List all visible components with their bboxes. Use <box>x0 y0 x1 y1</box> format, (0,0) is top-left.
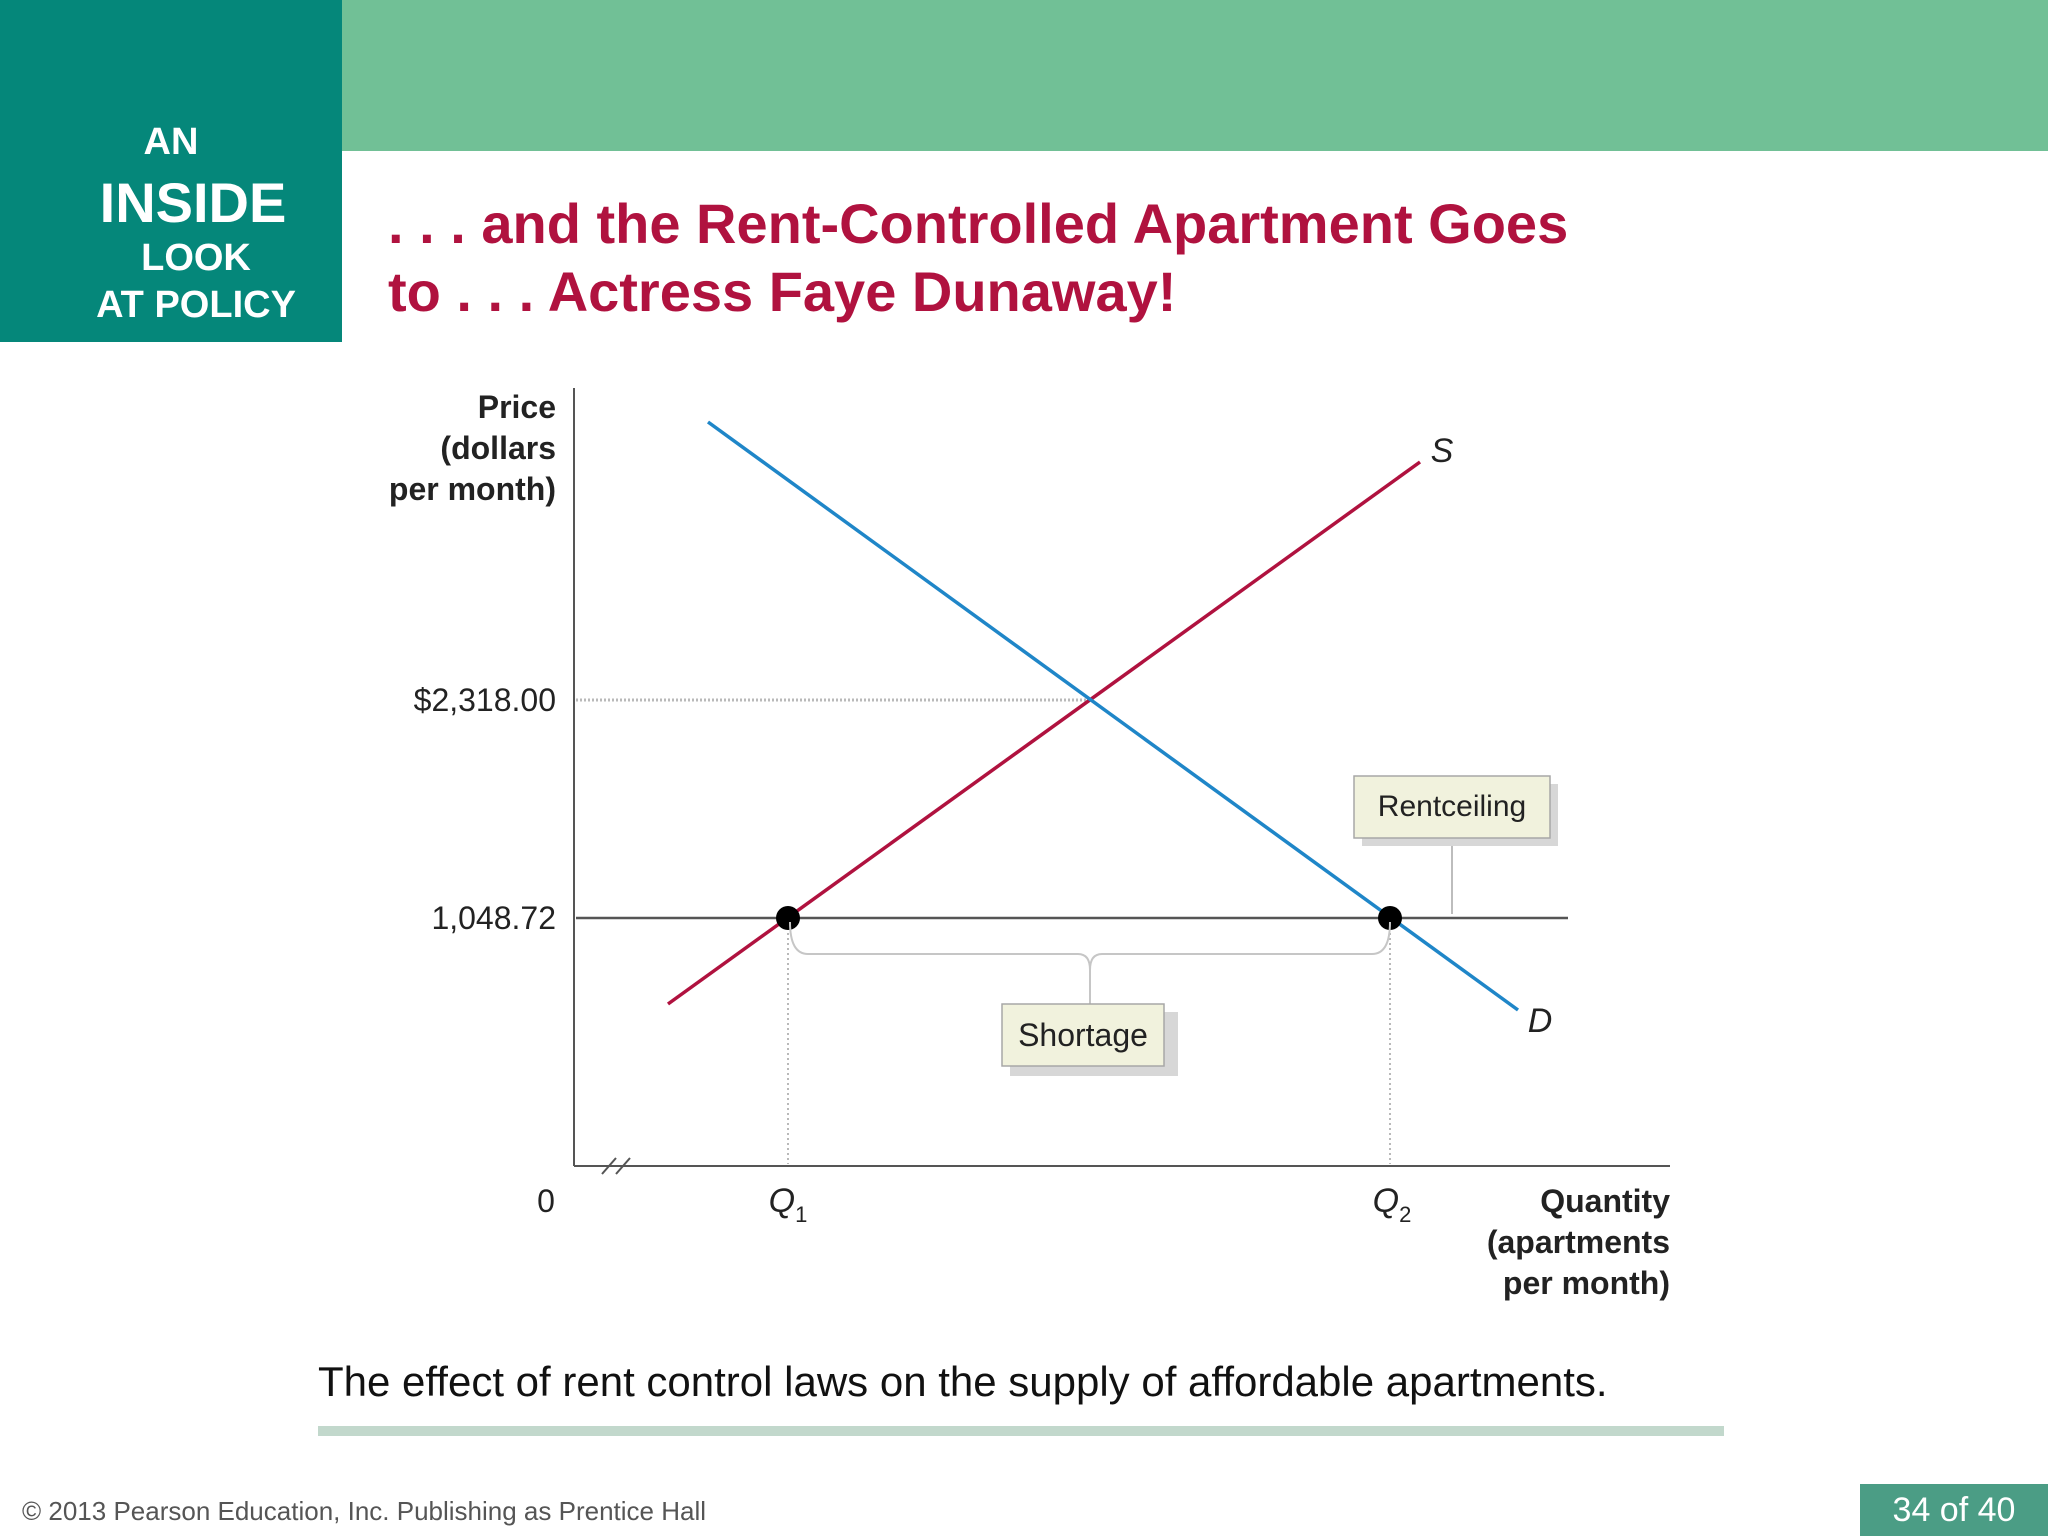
q2-point <box>1378 906 1402 930</box>
title-line-2: to . . . Actress Faye Dunaway! <box>388 260 1177 323</box>
slide-title: . . . and the Rent-Controlled Apartment … <box>388 190 1948 326</box>
y-axis-label-line-2: (dollars <box>440 430 556 466</box>
x-axis-label-line-2: (apartments <box>1487 1224 1670 1260</box>
rent-ceiling-label: Rentceiling <box>1378 790 1526 823</box>
x-axis-label-line-1: Quantity <box>1540 1183 1670 1219</box>
title-line-1: . . . and the Rent-Controlled Apartment … <box>388 192 1569 255</box>
shortage-callout: Shortage <box>1001 1003 1178 1076</box>
y-axis-label-line-3: per month) <box>389 471 556 507</box>
badge-line-at-policy: AT POLICY <box>96 284 296 326</box>
header-band <box>342 0 2048 151</box>
shortage-label: Shortage <box>1018 1017 1148 1053</box>
badge-line-look: LOOK <box>141 237 251 279</box>
y-tick-equilibrium-price: $2,318.00 <box>414 682 556 718</box>
shortage-bracket <box>789 921 1391 971</box>
copyright-footer: © 2013 Pearson Education, Inc. Publishin… <box>22 1496 706 1526</box>
badge-line-an: AN <box>143 121 199 163</box>
caption-divider <box>318 1426 1724 1436</box>
axis-break <box>601 1157 631 1175</box>
y-axis-label-line-1: Price <box>478 389 556 425</box>
x-tick-q2: Q2 <box>1373 1182 1412 1227</box>
x-axis-label-line-3: per month) <box>1503 1265 1670 1301</box>
badge-line-inside: INSIDE <box>99 171 287 234</box>
y-tick-rent-ceiling-price: 1,048.72 <box>431 900 556 936</box>
q1-point <box>776 906 800 930</box>
figure-caption: The effect of rent control laws on the s… <box>318 1358 1608 1405</box>
x-tick-q1: Q1 <box>769 1182 808 1227</box>
x-axis-label: Quantity (apartments per month) <box>1487 1183 1670 1301</box>
inside-look-badge: AN INSIDE LOOK AT POLICY <box>0 0 342 342</box>
supply-label: S <box>1431 432 1454 470</box>
demand-label: D <box>1528 1002 1553 1040</box>
y-axis-label: Price (dollars per month) <box>389 389 556 507</box>
rent-ceiling-callout: Rentceiling <box>1353 775 1558 846</box>
slide-counter: 34 of 40 <box>1860 1484 2048 1536</box>
origin-label: 0 <box>537 1183 555 1219</box>
